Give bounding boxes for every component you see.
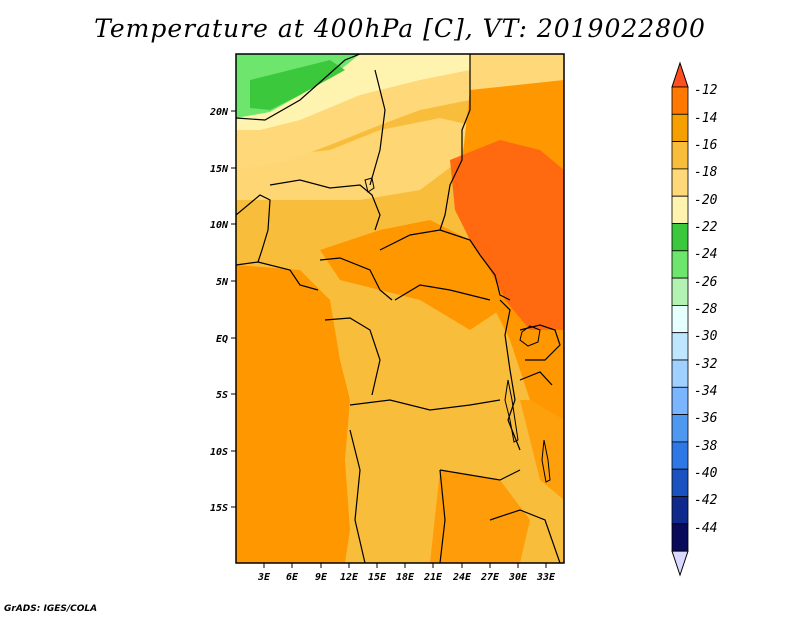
- map-title: Temperature at 400hPa [C], VT: 201902280…: [94, 14, 706, 43]
- colorbar-arrow-top: [671, 61, 689, 88]
- field-central-warm: [320, 220, 500, 330]
- lat-label: 5S: [216, 390, 228, 401]
- colorbar-label: -24: [694, 247, 717, 262]
- colorbar-label: -32: [694, 357, 718, 372]
- colorbar-label: -26: [694, 275, 718, 290]
- field-east-hot: [450, 140, 564, 330]
- field-west-warm: [236, 265, 350, 563]
- colorbar-label: -34: [694, 384, 717, 399]
- colorbar-box: [671, 250, 689, 279]
- colorbar-box: [671, 304, 689, 334]
- lake-chad: [364, 177, 375, 193]
- colorbar-box: [671, 195, 689, 224]
- lon-label: 9E: [315, 572, 328, 583]
- colorbar-box: [671, 468, 689, 497]
- colorbar-arrow-bottom: [671, 550, 689, 577]
- colorbar-box: [671, 359, 689, 388]
- lon-label: 3E: [257, 572, 271, 583]
- colorbar-labels: -12 -14 -16 -18 -20 -22 -24 -26 -28 -30 …: [694, 83, 718, 536]
- temperature-field: [236, 54, 564, 563]
- lon-label: 27E: [480, 572, 500, 583]
- colorbar-label: -44: [694, 521, 717, 536]
- field-north-center: [236, 118, 470, 200]
- colorbar-box: [671, 113, 689, 143]
- colorbar-box: [671, 223, 689, 252]
- lon-label: 24E: [452, 572, 472, 583]
- lat-label: 10N: [210, 220, 229, 231]
- colorbar-box: [671, 441, 689, 470]
- colorbar-label: -20: [694, 193, 718, 208]
- colorbar-box: [671, 386, 689, 415]
- lon-label: 6E: [286, 572, 299, 583]
- lon-axis: 3E 6E 9E 12E 15E 18E 21E 24E 27E 30E 33E: [257, 563, 556, 583]
- colorbar-label: -38: [694, 439, 718, 454]
- lat-label: 10S: [210, 447, 228, 458]
- lon-label: 21E: [423, 572, 443, 583]
- colorbar-box: [671, 496, 689, 525]
- colorbar-box: [671, 523, 689, 552]
- country-borders: [236, 54, 561, 563]
- colorbar-label: -30: [694, 329, 718, 344]
- lake-victoria: [519, 325, 541, 347]
- lake-malawi: [541, 439, 551, 483]
- colorbar-box: [671, 414, 689, 443]
- field-green-dark: [250, 60, 345, 110]
- colorbar-box: [671, 332, 689, 361]
- colorbar-label: -22: [694, 220, 718, 235]
- colorbar-label: -42: [694, 493, 718, 508]
- field-south-warm: [430, 470, 530, 563]
- lon-label: 12E: [340, 572, 359, 583]
- lat-label: 15N: [210, 164, 229, 175]
- lat-label: 5N: [216, 277, 229, 288]
- colorbar-box: [671, 86, 689, 115]
- colorbar: [671, 61, 689, 577]
- lakes: [364, 177, 551, 483]
- grads-credit: GrADS: IGES/COLA: [4, 604, 98, 614]
- colorbar-box: [671, 168, 689, 197]
- colorbar-label: -36: [694, 411, 718, 426]
- lat-label: 15S: [210, 503, 228, 514]
- field-south-east-warm: [520, 400, 564, 500]
- map-frame: [235, 53, 565, 564]
- colorbar-label: -28: [694, 302, 718, 317]
- lat-axis: 20N 15N 10N 5N EQ 5S 10S 15S: [209, 107, 236, 514]
- colorbar-label: -40: [694, 466, 718, 481]
- lon-label: 15E: [368, 572, 387, 583]
- lake-tanganyika: [504, 379, 519, 443]
- colorbar-label: -14: [694, 111, 717, 126]
- colorbar-box: [671, 141, 689, 170]
- colorbar-label: -16: [694, 138, 718, 153]
- lat-label: EQ: [216, 334, 228, 345]
- colorbar-box: [671, 277, 689, 306]
- lon-label: 18E: [396, 572, 415, 583]
- colorbar-label: -18: [694, 165, 718, 180]
- lat-label: 20N: [209, 107, 229, 118]
- colorbar-label: -12: [694, 83, 718, 98]
- lon-label: 30E: [508, 572, 528, 583]
- lon-label: 33E: [536, 572, 556, 583]
